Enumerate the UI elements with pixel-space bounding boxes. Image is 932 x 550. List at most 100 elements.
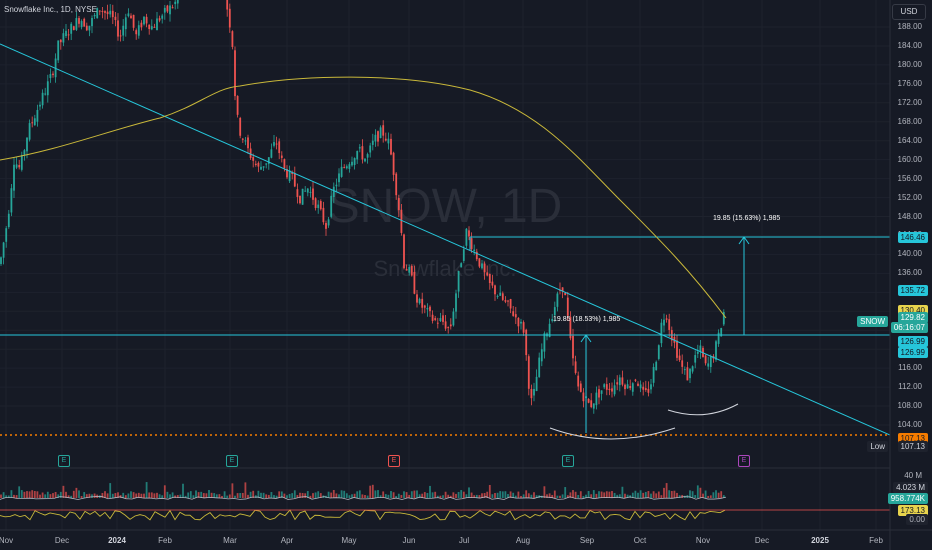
candle-body	[70, 23, 73, 34]
volume-bar	[288, 493, 291, 498]
volume-bar	[512, 492, 515, 498]
candle-body	[15, 164, 18, 168]
volume-bar	[517, 491, 520, 498]
volume-bar	[156, 492, 158, 498]
volume-bar	[176, 495, 179, 498]
volume-bar	[23, 491, 26, 498]
volume-bar	[161, 495, 164, 498]
volume-bar	[104, 491, 106, 498]
candle-body	[104, 11, 106, 13]
volume-bar	[585, 494, 587, 498]
candle-body	[387, 138, 390, 144]
candle-body	[44, 93, 47, 95]
volume-bar	[397, 493, 400, 498]
volume-bar	[696, 485, 699, 498]
candle-body	[566, 297, 569, 316]
candle-body	[582, 392, 585, 402]
volume-bar	[278, 491, 281, 498]
measure-label-upper: 19.85 (15.63%) 1,985	[713, 215, 781, 222]
earnings-marker[interactable]: E	[58, 455, 70, 467]
candle-body	[265, 163, 268, 165]
earnings-marker[interactable]: E	[562, 455, 574, 467]
candle-body	[231, 31, 234, 47]
candle-body	[639, 384, 642, 389]
candle-body	[647, 388, 650, 393]
earnings-marker[interactable]: E	[738, 455, 750, 467]
drawing-lines	[0, 43, 891, 440]
candlestick-series	[0, 0, 725, 414]
candle-body	[548, 323, 551, 338]
volume-bar	[241, 492, 244, 498]
volume-bar	[88, 493, 91, 498]
candle-body	[174, 1, 177, 5]
volume-bar	[431, 492, 434, 498]
currency-button[interactable]: USD	[892, 4, 926, 20]
volume-bar	[52, 493, 54, 498]
volume-bar	[603, 492, 606, 498]
candle-body	[382, 125, 385, 136]
volume-bar	[486, 491, 489, 498]
volume-bar	[553, 490, 556, 498]
candle-body	[299, 195, 301, 204]
volume-bar	[260, 492, 262, 498]
candle-body	[486, 272, 489, 276]
time-axis-tick: Jul	[458, 536, 470, 545]
volume-bar	[478, 495, 481, 498]
earnings-marker[interactable]: E	[388, 455, 400, 467]
candle-body	[140, 22, 143, 28]
volume-bar	[150, 492, 153, 498]
candle-body	[694, 355, 697, 363]
candle-body	[535, 376, 538, 392]
volume-bar	[273, 495, 275, 498]
volume-bar	[57, 494, 60, 498]
candle-body	[52, 73, 54, 76]
earnings-marker[interactable]: E	[226, 455, 238, 467]
candle-body	[715, 341, 717, 360]
candle-body	[5, 228, 8, 242]
candle-body	[410, 265, 413, 276]
candle-body	[317, 204, 320, 208]
candle-body	[280, 155, 283, 158]
candle-body	[228, 8, 231, 28]
candle-body	[561, 287, 564, 292]
volume-bar	[358, 490, 361, 498]
volume-bar	[15, 495, 18, 498]
candle-body	[106, 11, 109, 15]
candle-body	[403, 234, 405, 269]
price-axis-tick: 160.00	[897, 154, 922, 164]
volume-bar	[67, 495, 70, 498]
volume-bar	[657, 491, 660, 498]
measure-label-lower: 19.85 (18.53%) 1,985	[553, 316, 621, 323]
candle-body	[429, 306, 431, 312]
candle-body	[699, 345, 702, 352]
candle-body	[631, 383, 634, 392]
volume-bar	[483, 493, 486, 498]
volume-bar	[348, 495, 351, 498]
volume-bar	[702, 493, 704, 498]
volume-bar	[70, 495, 73, 498]
volume-bar	[249, 491, 252, 498]
volume-bar	[218, 494, 221, 498]
indicator-value-tag: 4.023 M	[893, 482, 928, 493]
candle-body	[325, 223, 327, 229]
volume-bar	[475, 494, 478, 498]
volume-bar	[31, 490, 34, 498]
volume-bar	[252, 490, 255, 498]
volume-bar	[457, 491, 460, 498]
volume-bar	[364, 495, 366, 498]
candle-body	[722, 312, 725, 325]
volume-bar	[642, 492, 645, 498]
volume-bar	[65, 491, 67, 498]
volume-bar	[132, 492, 135, 498]
volume-bar	[130, 491, 132, 498]
time-axis-tick: Mar	[223, 536, 237, 545]
volume-bar	[587, 490, 590, 498]
volume-bar	[335, 493, 338, 498]
candle-body	[293, 172, 296, 187]
volume-bar	[244, 482, 247, 498]
volume-bar	[202, 493, 205, 498]
volume-bar	[5, 495, 8, 498]
candle-body	[135, 30, 138, 35]
volume-bar	[561, 494, 564, 498]
